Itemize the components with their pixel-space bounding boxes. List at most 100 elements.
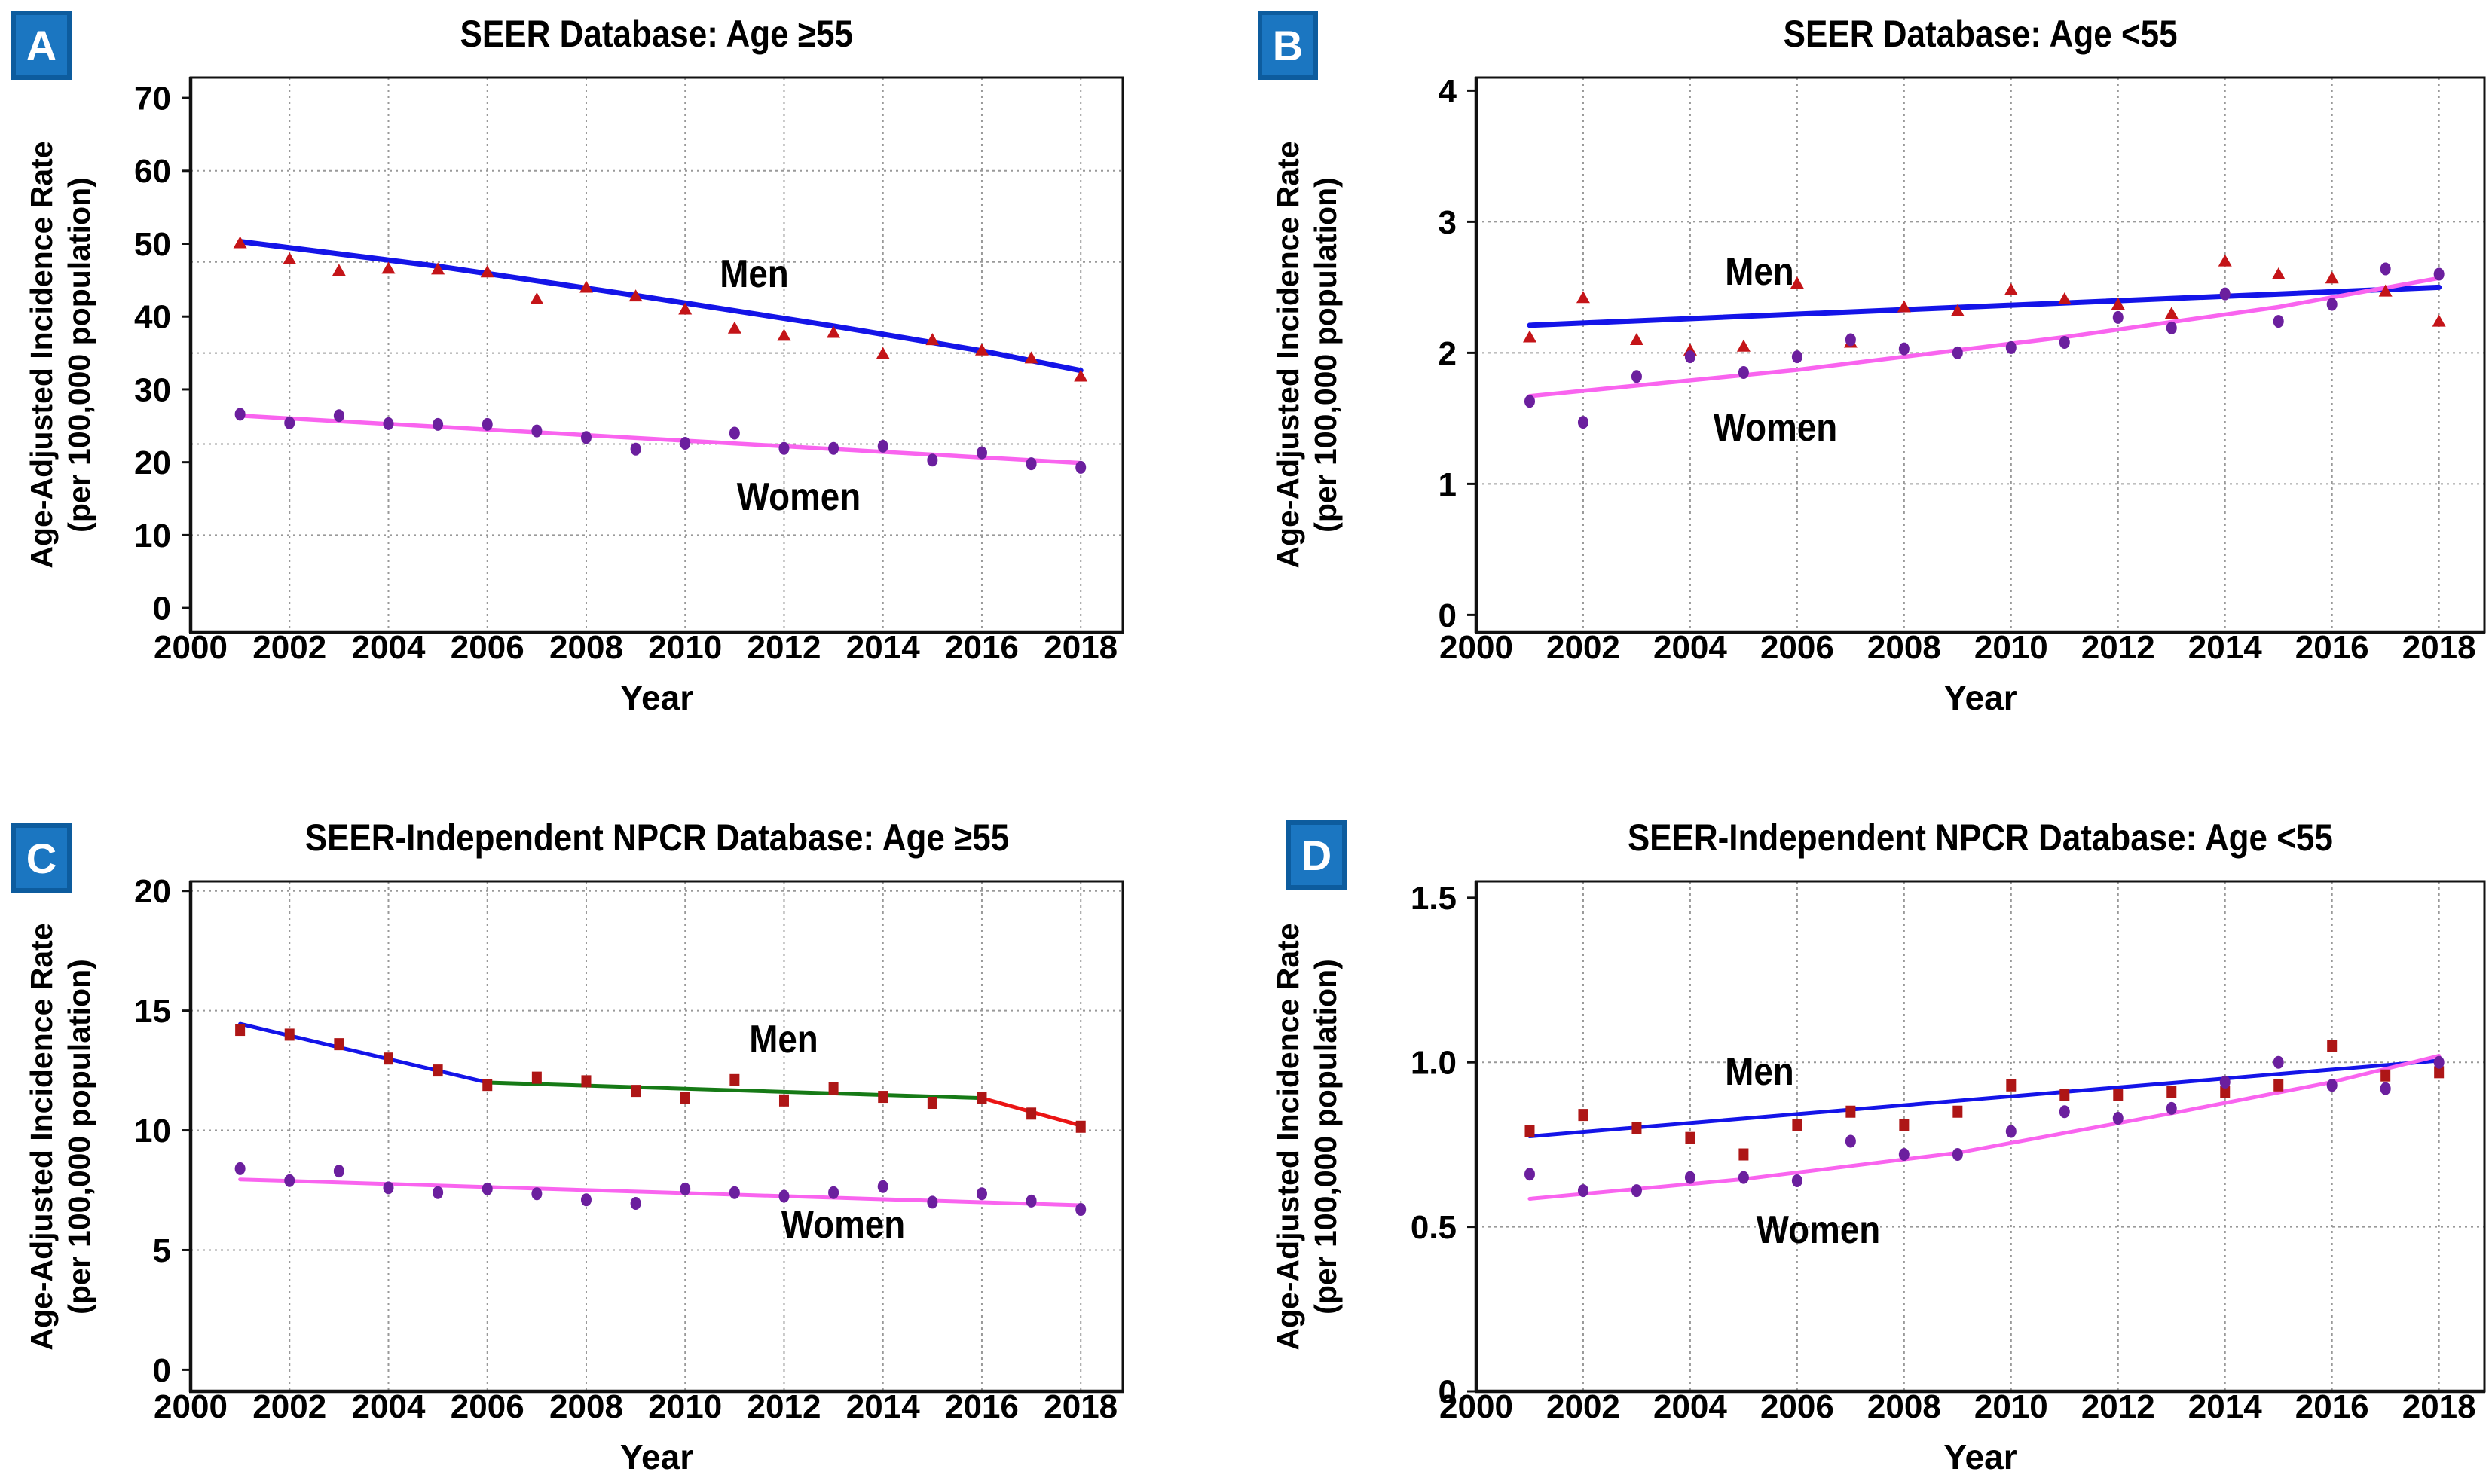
svg-text:2010: 2010 [1974,1388,2048,1425]
svg-text:2002: 2002 [1546,1388,1620,1425]
series-label-women-b: Women [1714,405,1838,450]
svg-text:2018: 2018 [2402,1388,2476,1425]
y-axis-title-b-line1: Age-Adjusted Incidence Rate [1270,141,1305,569]
panel-d: 0 0.5 1.0 1.5 2000 2002 2004 2006 2008 2010 2012 20… [1246,742,2492,1484]
svg-text:4: 4 [1439,73,1457,110]
x-axis-title-b: Year [1943,678,2017,717]
svg-text:0: 0 [153,590,171,627]
svg-text:2014: 2014 [846,629,920,666]
svg-text:2018: 2018 [2402,629,2476,666]
y-axis-title-b-line2: (per 100,000 population) [1308,177,1343,533]
svg-text:2004: 2004 [1653,629,1727,666]
svg-text:2000: 2000 [1439,1388,1513,1425]
svg-text:20: 20 [134,873,171,910]
chart-title-c: SEER-Independent NPCR Database: Age ≥55 [191,816,1123,860]
chart-canvas-d: 0 0.5 1.0 1.5 2000 2002 2004 2006 2008 2010 2012 20… [1411,880,2486,1425]
series-label-men-a: Men [720,252,789,297]
svg-text:2002: 2002 [252,1388,326,1425]
svg-text:2018: 2018 [1044,629,1118,666]
svg-text:2002: 2002 [1546,629,1620,666]
svg-text:2018: 2018 [1044,1388,1118,1425]
svg-text:2004: 2004 [352,629,426,666]
svg-text:2010: 2010 [1974,629,2048,666]
panel-b: 0 1 2 3 4 2000 2002 2004 2006 2008 2010 2012 2014 201… [1246,0,2492,742]
svg-text:2006: 2006 [451,1388,524,1425]
svg-text:2008: 2008 [1867,1388,1941,1425]
chart-canvas-a: 0 10 20 30 40 50 60 70 2000 2002 2004 2006 2008 2010 2… [134,76,1124,666]
svg-text:2000: 2000 [1439,629,1513,666]
svg-text:2002: 2002 [252,629,326,666]
x-axis-title-a: Year [619,678,694,717]
svg-text:0.5: 0.5 [1411,1209,1457,1246]
svg-text:40: 40 [134,299,171,336]
series-label-women-a: Women [736,475,861,520]
chart-canvas-c: 0 5 10 15 20 2000 2002 2004 2006 2008 2010 2012 2014… [134,873,1124,1425]
y-axis-title-b: Age-Adjusted Incidence Rate (per 100,000… [1269,141,1344,568]
series-label-women-d: Women [1757,1208,1881,1252]
svg-text:2: 2 [1439,335,1457,372]
svg-text:2010: 2010 [648,629,722,666]
panel-c: 0 5 10 15 20 2000 2002 2004 2006 2008 2010 2012 2014… [0,742,1246,1484]
x-axis-title-c: Year [619,1437,694,1476]
svg-text:1: 1 [1439,466,1457,503]
series-label-men-d: Men [1725,1050,1794,1095]
svg-text:10: 10 [134,1113,171,1150]
svg-text:2014: 2014 [2188,629,2262,666]
y-axis-title-d-line2: (per 100,000 population) [1308,958,1343,1315]
svg-text:60: 60 [134,153,171,190]
svg-text:2016: 2016 [945,1388,1019,1425]
svg-text:2004: 2004 [352,1388,426,1425]
chart-title-d: SEER-Independent NPCR Database: Age <55 [1476,816,2484,860]
svg-text:0: 0 [1439,597,1457,634]
svg-text:5: 5 [153,1232,171,1269]
series-label-men-c: Men [749,1017,819,1061]
svg-text:1.5: 1.5 [1411,880,1457,917]
series-label-men-b: Men [1725,249,1794,294]
svg-text:2006: 2006 [451,629,524,666]
chart-canvas-b: 0 1 2 3 4 2000 2002 2004 2006 2008 2010 2012 2014 201… [1439,73,2486,666]
y-axis-title-d-line1: Age-Adjusted Incidence Rate [1270,922,1305,1351]
chart-title-b: SEER Database: Age <55 [1476,12,2484,56]
y-axis-title-a-line2: (per 100,000 population) [62,177,96,533]
svg-text:15: 15 [134,993,171,1030]
chart-title-b-text: SEER Database: Age <55 [1783,13,2178,55]
svg-text:2012: 2012 [2081,1388,2155,1425]
svg-text:2016: 2016 [2295,629,2369,666]
svg-text:2012: 2012 [748,629,821,666]
panel-d-badge: D [1286,820,1347,890]
chart-title-a: SEER Database: Age ≥55 [191,12,1123,56]
svg-text:2004: 2004 [1653,1388,1727,1425]
chart-title-d-text: SEER-Independent NPCR Database: Age <55 [1627,817,2334,859]
y-axis-title-c-line1: Age-Adjusted Incidence Rate [23,922,59,1351]
svg-text:2008: 2008 [1867,629,1941,666]
y-axis-title-a-line1: Age-Adjusted Incidence Rate [23,141,59,569]
svg-text:2014: 2014 [846,1388,920,1425]
svg-text:2016: 2016 [945,629,1019,666]
panel-a-badge: A [11,11,72,80]
svg-text:2008: 2008 [549,1388,623,1425]
svg-text:0: 0 [153,1352,171,1389]
svg-text:2016: 2016 [2295,1388,2369,1425]
svg-text:2000: 2000 [154,629,228,666]
svg-text:2000: 2000 [154,1388,228,1425]
svg-text:2008: 2008 [549,629,623,666]
y-axis-title-c-line2: (per 100,000 population) [62,958,96,1315]
svg-text:0: 0 [1439,1373,1457,1410]
svg-text:20: 20 [134,444,171,481]
panel-b-badge: B [1258,11,1318,80]
y-axis-title-d: Age-Adjusted Incidence Rate (per 100,000… [1269,923,1344,1350]
svg-text:2012: 2012 [748,1388,821,1425]
series-label-women-c: Women [781,1203,906,1247]
svg-text:2012: 2012 [2081,629,2155,666]
svg-text:3: 3 [1439,204,1457,241]
svg-text:1.0: 1.0 [1411,1045,1457,1082]
x-axis-title-d: Year [1943,1437,2017,1476]
panel-c-badge: C [11,823,72,893]
svg-text:2006: 2006 [1760,1388,1834,1425]
chart-title-a-text: SEER Database: Age ≥55 [460,13,854,55]
svg-text:2014: 2014 [2188,1388,2262,1425]
y-axis-title-a: Age-Adjusted Incidence Rate (per 100,000… [23,141,98,568]
svg-text:70: 70 [134,80,171,117]
svg-text:10: 10 [134,518,171,554]
